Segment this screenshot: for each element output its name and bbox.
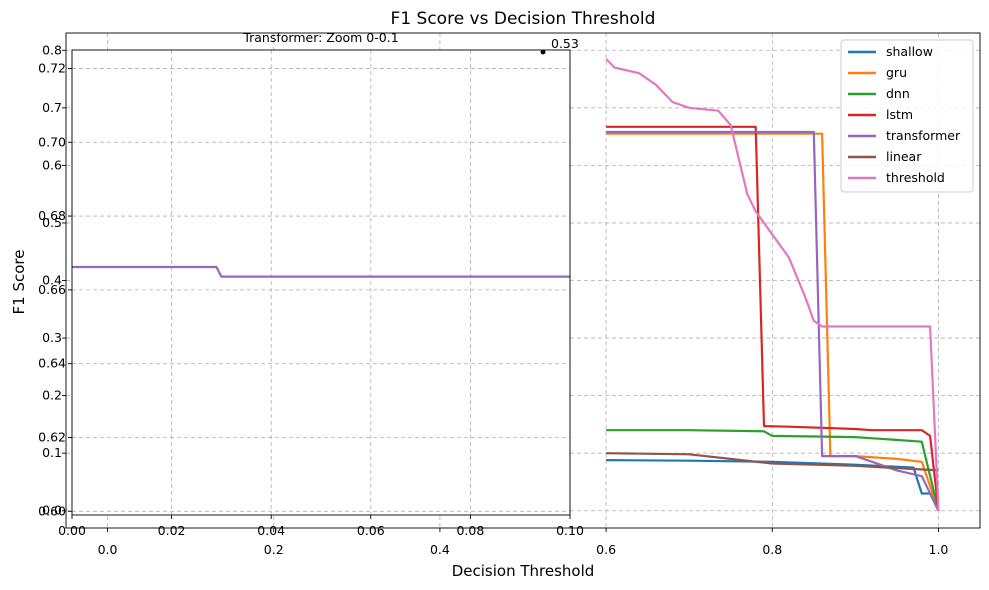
annotation-marker xyxy=(540,49,546,55)
legend-label-shallow: shallow xyxy=(886,44,933,59)
x-axis-title: Decision Threshold xyxy=(452,562,595,580)
x-tick-label: 0.02 xyxy=(158,523,186,538)
series-line-threshold xyxy=(605,58,940,511)
x-tick-label: 0.2 xyxy=(264,542,284,557)
series-line-dnn xyxy=(606,429,940,511)
inset-title: Transformer: Zoom 0-0.1 xyxy=(242,30,398,45)
x-tick-label: 0.4 xyxy=(430,542,450,557)
y-tick-label: 0.3 xyxy=(42,330,62,345)
inset-annotation: 0.53 xyxy=(551,36,579,51)
legend-label-threshold: threshold xyxy=(886,170,945,185)
x-tick-label: 0.06 xyxy=(357,523,385,538)
x-tick-label: 0.00 xyxy=(58,523,86,538)
inset-plot-area xyxy=(72,50,570,515)
y-tick-label: 0.64 xyxy=(38,356,66,371)
y-tick-label: 0.72 xyxy=(38,60,66,75)
y-tick-label: 0.62 xyxy=(38,430,66,445)
main-series-lines xyxy=(605,58,940,512)
x-tick-label: 0.10 xyxy=(556,523,584,538)
legend-label-gru: gru xyxy=(886,65,907,80)
legend-label-dnn: dnn xyxy=(886,86,910,101)
x-tick-label: 0.04 xyxy=(257,523,285,538)
y-tick-label: 0.2 xyxy=(42,388,62,403)
legend-label-transformer: transformer xyxy=(886,128,961,143)
y-tick-label: 0.0 xyxy=(42,503,62,518)
y-tick-label: 0.68 xyxy=(38,208,66,223)
y-tick-label: 0.60 xyxy=(38,503,66,518)
y-tick-label: 0.66 xyxy=(38,282,66,297)
legend-box xyxy=(840,39,974,193)
inset-axes-frame xyxy=(71,49,571,516)
main-ticks: 0.0 0.2 0.4 0.6 0.8 1.0 0.0 0.1 0.2 0.3 0.4 0.5 0.6 0… xyxy=(42,42,948,557)
series-line-transformer xyxy=(72,265,570,278)
legend-label-linear: linear xyxy=(886,149,922,164)
y-tick-label: 0.1 xyxy=(42,445,62,460)
y-axis-title: F1 Score xyxy=(10,250,28,315)
series-line-linear xyxy=(606,452,939,472)
y-tick-label: 0.6 xyxy=(42,157,62,172)
y-tick-label: 0.7 xyxy=(42,100,62,115)
legend-label-lstm: lstm xyxy=(886,107,913,122)
inset-series-lines xyxy=(72,265,570,278)
y-tick-label: 0.4 xyxy=(42,273,62,288)
inset-ticks: 0.00 0.02 0.04 0.06 0.08 0.10 0.60 0.62 0.64 0.66… xyxy=(38,60,584,538)
x-tick-label: 0.0 xyxy=(98,542,118,557)
y-tick-label: 0.5 xyxy=(42,215,62,230)
chart-title: F1 Score vs Decision Threshold xyxy=(391,9,656,29)
x-tick-label: 0.6 xyxy=(596,542,616,557)
x-tick-label: 0.8 xyxy=(762,542,782,557)
x-tick-label: 1.0 xyxy=(929,542,949,557)
y-tick-label: 0.8 xyxy=(42,42,62,57)
y-tick-label: 0.70 xyxy=(38,134,66,149)
x-tick-label: 0.08 xyxy=(456,523,484,538)
legend: shallow gru dnn lstm transformer linear thresh… xyxy=(840,39,974,193)
series-line-transformer xyxy=(606,130,940,512)
